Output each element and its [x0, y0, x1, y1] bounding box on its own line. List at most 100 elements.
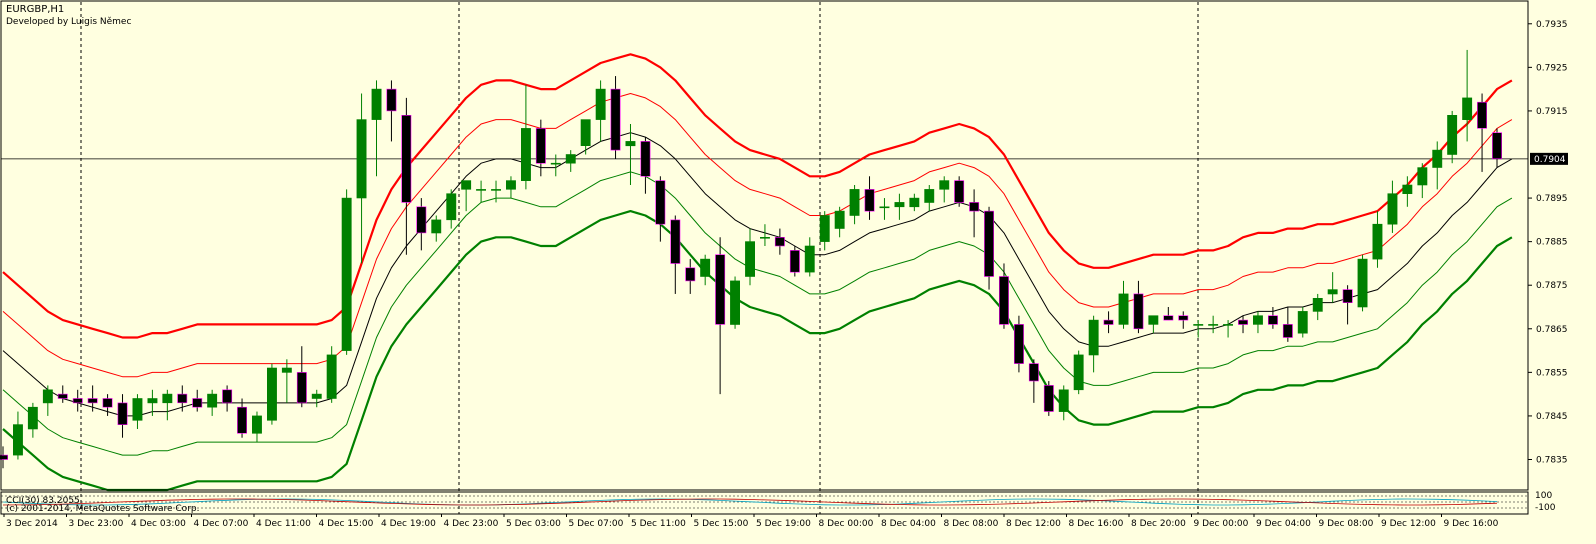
candle[interactable]	[222, 385, 233, 412]
candle[interactable]	[326, 346, 337, 403]
candle[interactable]	[759, 224, 770, 246]
candle[interactable]	[132, 394, 143, 429]
candle[interactable]	[147, 389, 158, 416]
candle[interactable]	[1492, 128, 1503, 168]
candle[interactable]	[476, 180, 486, 203]
candle[interactable]	[998, 263, 1009, 329]
candle[interactable]	[1088, 315, 1099, 373]
candle[interactable]	[1462, 49, 1473, 142]
candle[interactable]	[685, 259, 696, 294]
candle[interactable]	[1342, 285, 1353, 325]
candle[interactable]	[580, 119, 591, 155]
candle[interactable]	[207, 389, 218, 416]
candle[interactable]	[640, 137, 651, 194]
candle[interactable]	[849, 185, 860, 225]
candle[interactable]	[237, 398, 247, 438]
candle[interactable]	[1103, 311, 1114, 334]
candle[interactable]	[505, 176, 516, 199]
candle[interactable]	[416, 198, 427, 251]
candle[interactable]	[939, 176, 950, 203]
candle[interactable]	[1447, 110, 1458, 164]
candle[interactable]	[1402, 176, 1413, 207]
candle[interactable]	[72, 389, 83, 412]
candle[interactable]	[520, 84, 531, 190]
candle[interactable]	[1178, 311, 1189, 329]
candle[interactable]	[1133, 280, 1144, 334]
candle[interactable]	[42, 385, 53, 416]
candle[interactable]	[192, 389, 203, 412]
candle[interactable]	[371, 80, 382, 177]
candle[interactable]	[595, 80, 606, 142]
candle[interactable]	[700, 254, 711, 286]
candle[interactable]	[162, 389, 173, 421]
candle[interactable]	[311, 389, 322, 408]
candle[interactable]	[879, 198, 890, 220]
candle[interactable]	[1163, 307, 1174, 321]
candle[interactable]	[1282, 307, 1293, 342]
candle[interactable]	[804, 237, 815, 277]
candle[interactable]	[13, 411, 23, 460]
candle[interactable]	[1058, 385, 1069, 421]
candle[interactable]	[27, 402, 38, 438]
candle[interactable]	[1268, 307, 1278, 329]
candle[interactable]	[266, 363, 277, 425]
candle[interactable]	[550, 154, 561, 177]
candle[interactable]	[610, 76, 621, 159]
candle[interactable]	[0, 446, 9, 469]
candle[interactable]	[296, 346, 307, 408]
candle[interactable]	[102, 394, 113, 416]
candle[interactable]	[177, 385, 188, 412]
candle[interactable]	[1372, 211, 1383, 268]
candle[interactable]	[909, 193, 920, 212]
candle[interactable]	[984, 206, 995, 290]
candle[interactable]	[1073, 350, 1084, 395]
candle[interactable]	[1238, 315, 1249, 334]
candle[interactable]	[670, 215, 681, 294]
candle[interactable]	[819, 211, 830, 251]
candle[interactable]	[894, 193, 905, 220]
candle[interactable]	[1357, 254, 1368, 312]
candle[interactable]	[625, 124, 636, 185]
candle[interactable]	[1417, 163, 1428, 199]
candle[interactable]	[1118, 280, 1129, 329]
candle[interactable]	[1013, 315, 1024, 373]
candle[interactable]	[789, 246, 800, 277]
candle[interactable]	[461, 180, 472, 212]
candle[interactable]	[715, 237, 726, 395]
candle[interactable]	[401, 97, 412, 255]
candle[interactable]	[446, 189, 457, 229]
candle[interactable]	[1477, 93, 1488, 172]
candle[interactable]	[1387, 180, 1398, 233]
candle[interactable]	[1193, 320, 1204, 338]
candle[interactable]	[57, 385, 68, 403]
candle[interactable]	[1043, 381, 1054, 416]
candle[interactable]	[924, 185, 935, 212]
candle[interactable]	[386, 80, 397, 142]
candle[interactable]	[1432, 141, 1443, 190]
candle[interactable]	[969, 189, 980, 238]
candle[interactable]	[864, 176, 875, 220]
candle[interactable]	[252, 411, 262, 443]
candle[interactable]	[341, 189, 352, 355]
candle[interactable]	[565, 150, 576, 172]
candle[interactable]	[1223, 320, 1234, 338]
candle[interactable]	[1312, 293, 1323, 321]
candle[interactable]	[655, 176, 666, 242]
candle[interactable]	[954, 176, 965, 207]
candle[interactable]	[87, 385, 98, 412]
candle[interactable]	[730, 276, 741, 329]
candle[interactable]	[491, 180, 501, 203]
candle[interactable]	[745, 228, 756, 286]
candle[interactable]	[356, 93, 367, 264]
candle[interactable]	[431, 215, 442, 242]
candle[interactable]	[774, 228, 785, 255]
candle[interactable]	[535, 119, 546, 177]
candle[interactable]	[1028, 359, 1039, 403]
candle[interactable]	[1148, 315, 1159, 334]
candle[interactable]	[281, 359, 292, 403]
candle[interactable]	[834, 206, 845, 238]
candle[interactable]	[117, 394, 128, 438]
candle[interactable]	[1253, 311, 1263, 334]
